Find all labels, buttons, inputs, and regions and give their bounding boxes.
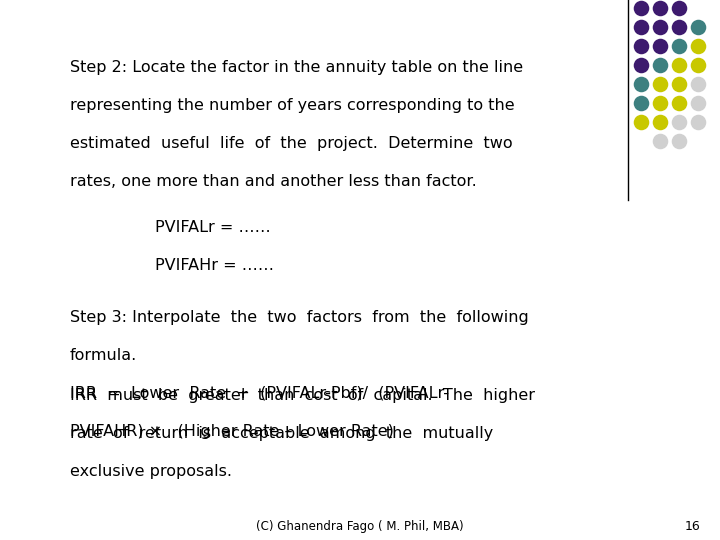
Text: rates, one more than and another less than factor.: rates, one more than and another less th…: [70, 174, 477, 189]
Text: estimated  useful  life  of  the  project.  Determine  two: estimated useful life of the project. De…: [70, 136, 513, 151]
Text: PVIFALr = ……: PVIFALr = ……: [155, 220, 271, 235]
Text: formula.: formula.: [70, 348, 138, 363]
Text: Step 2: Locate the factor in the annuity table on the line: Step 2: Locate the factor in the annuity…: [70, 60, 523, 75]
Text: PVIFAHR) ×   (Higher Rate – Lower Rate): PVIFAHR) × (Higher Rate – Lower Rate): [70, 424, 394, 439]
Text: IRR  must  be  greater  than  cost  of  capital.  The  higher: IRR must be greater than cost of capital…: [70, 388, 535, 403]
Text: 16: 16: [684, 520, 700, 533]
Text: rate  of  return  is  acceptable  among  the  mutually: rate of return is acceptable among the m…: [70, 426, 493, 441]
Text: Step 3: Interpolate  the  two  factors  from  the  following: Step 3: Interpolate the two factors from…: [70, 310, 528, 325]
Text: (C) Ghanendra Fago ( M. Phil, MBA): (C) Ghanendra Fago ( M. Phil, MBA): [256, 520, 464, 533]
Text: exclusive proposals.: exclusive proposals.: [70, 464, 232, 479]
Text: PVIFAHr = ……: PVIFAHr = ……: [155, 258, 274, 273]
Text: IRR  =  Lower  Rate  +  (PVIFALr-Pbf)/  (PVIFALr-: IRR = Lower Rate + (PVIFALr-Pbf)/ (PVIFA…: [70, 386, 449, 401]
Text: representing the number of years corresponding to the: representing the number of years corresp…: [70, 98, 515, 113]
